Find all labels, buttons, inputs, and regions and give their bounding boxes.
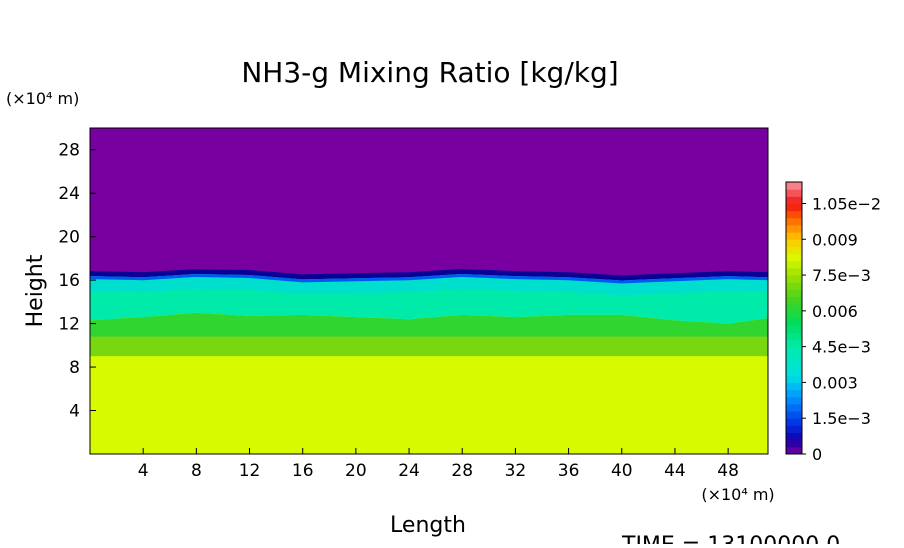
y-tick-label: 12 <box>58 315 80 335</box>
time-footer: TIME = 13100000.0 <box>621 533 840 544</box>
colorbar-band <box>786 382 802 391</box>
colorbar-band <box>786 210 802 219</box>
y-axis-unit: (×10⁴ m) <box>6 89 79 108</box>
x-axis-label: Length <box>390 513 466 538</box>
x-tick-label: 4 <box>138 461 149 481</box>
x-tick-label: 12 <box>239 461 261 481</box>
colorbar-tick-label: 4.5e−3 <box>812 338 871 357</box>
colorbar-band <box>786 403 802 412</box>
colorbar-ticks: 0 1.5e−3 0.003 4.5e−3 0.006 7.5e−3 0.009 1.05e−… <box>802 194 881 464</box>
colorbar-band <box>786 318 802 326</box>
layer-cyan-streak <box>90 275 768 296</box>
x-tick-label: 28 <box>451 461 473 481</box>
colorbar-band <box>786 267 802 276</box>
x-tick-label: 32 <box>505 461 527 481</box>
x-tick-label: 44 <box>664 461 686 481</box>
colorbar-band <box>786 303 802 312</box>
colorbar <box>785 181 803 455</box>
plot-frame <box>89 127 769 455</box>
colorbar-band <box>786 260 802 269</box>
x-tick-label: 20 <box>345 461 367 481</box>
x-tick-label: 48 <box>717 461 739 481</box>
colorbar-band <box>786 339 802 348</box>
colorbar-band <box>786 439 802 448</box>
colorbar-band <box>786 203 802 212</box>
x-tick-label: 40 <box>611 461 633 481</box>
colorbar-band <box>786 411 802 419</box>
colorbar-band <box>786 396 802 405</box>
colorbar-band <box>786 332 802 340</box>
x-axis-ticks: 4 8 12 16 20 24 28 32 36 40 44 48 <box>138 448 739 481</box>
colorbar-band <box>786 310 802 319</box>
colorbar-band <box>786 253 802 262</box>
layer-transition-band <box>89 268 769 281</box>
colorbar-tick-label: 1.5e−3 <box>812 409 871 428</box>
layer-upper <box>90 128 768 278</box>
y-tick-label: 16 <box>58 271 80 291</box>
colorbar-band <box>786 375 802 383</box>
y-tick-label: 4 <box>69 402 80 422</box>
colorbar-band <box>786 246 802 255</box>
colorbar-band <box>786 353 802 362</box>
x-tick-label: 36 <box>558 461 580 481</box>
colorbar-band <box>786 239 802 247</box>
chart-title: NH3-g Mixing Ratio [kg/kg] <box>241 56 618 89</box>
colorbar-band <box>786 282 802 290</box>
colorbar-band <box>786 289 802 298</box>
colorbar-band <box>786 325 802 333</box>
colorbar-band <box>786 418 802 426</box>
colorbar-tick-label: 1.05e−2 <box>812 194 881 213</box>
colorbar-band <box>786 432 802 441</box>
colorbar-band <box>786 360 802 369</box>
x-tick-label: 8 <box>191 461 202 481</box>
layer-transition-blue <box>89 273 769 284</box>
colorbar-band <box>786 189 802 197</box>
colorbar-band <box>786 224 802 233</box>
colorbar-band <box>786 296 802 305</box>
colorbar-band <box>786 217 802 226</box>
x-tick-label: 16 <box>292 461 314 481</box>
colorbar-tick-label: 0 <box>812 445 822 464</box>
colorbar-tick-label: 0.003 <box>812 373 858 392</box>
colorbar-band <box>786 346 802 355</box>
colorbar-band <box>786 389 802 398</box>
colorbar-tick-label: 0.006 <box>812 302 858 321</box>
layer-green <box>90 312 768 337</box>
y-tick-label: 20 <box>58 228 80 248</box>
colorbar-band <box>786 196 802 204</box>
colorbar-tick-label: 7.5e−3 <box>812 266 871 285</box>
colorbar-band <box>786 425 802 434</box>
plot-area <box>89 127 769 455</box>
y-tick-label: 24 <box>58 184 80 204</box>
colorbar-band <box>786 446 802 455</box>
colorbar-tick-label: 0.009 <box>812 230 858 249</box>
colorbar-band <box>786 232 802 240</box>
colorbar-band <box>786 368 802 376</box>
y-tick-label: 8 <box>69 358 80 378</box>
y-axis-ticks: 4 8 12 16 20 24 28 <box>58 141 96 422</box>
y-axis-label: Height <box>23 254 48 327</box>
x-axis-unit: (×10⁴ m) <box>701 485 774 504</box>
colorbar-frame <box>785 181 803 455</box>
y-tick-label: 28 <box>58 141 80 161</box>
colorbar-band <box>786 275 802 283</box>
x-tick-label: 24 <box>398 461 420 481</box>
colorbar-band <box>786 182 802 190</box>
